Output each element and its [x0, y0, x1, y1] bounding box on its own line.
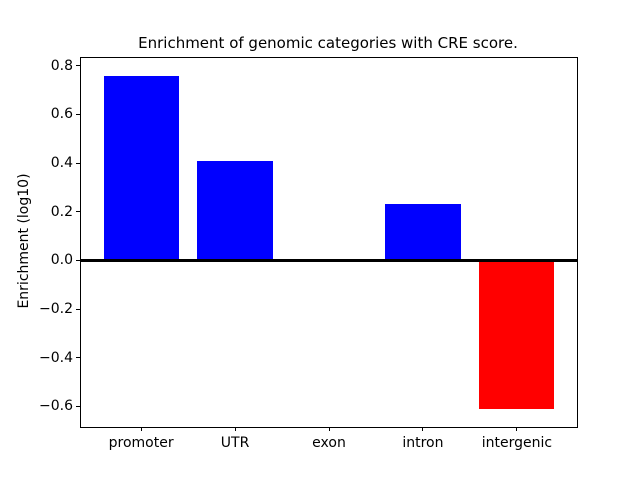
- plot-area: 0.8 0.6 0.4 0.2 0.0 −0.2 −0.4 −0.6 promoter UTR e…: [39, 57, 578, 451]
- xtick-mark: [140, 427, 142, 431]
- xtick-label-promoter: promoter: [108, 435, 174, 451]
- y-axis-label: Enrichment (log10): [16, 173, 32, 309]
- ytick-mark: [76, 405, 80, 407]
- ytick-label: 0.6: [50, 106, 73, 123]
- xtick-mark: [422, 427, 424, 431]
- xtick-mark: [516, 427, 518, 431]
- bar-intergenic: [479, 260, 555, 409]
- ytick-mark: [76, 65, 80, 67]
- xtick-label-intergenic: intergenic: [481, 435, 553, 451]
- ytick-mark: [76, 357, 80, 359]
- xtick-label-intron: intron: [402, 435, 444, 451]
- ytick-mark: [76, 259, 80, 261]
- ytick-mark: [76, 113, 80, 115]
- ytick-label: −0.6: [39, 398, 73, 415]
- zero-line: [81, 258, 577, 262]
- ytick-label: 0.2: [50, 203, 73, 220]
- ytick-label: −0.4: [39, 349, 73, 366]
- ytick-mark: [76, 211, 80, 213]
- xtick-mark: [234, 427, 236, 431]
- bar-UTR: [197, 160, 273, 261]
- bar-promoter: [103, 75, 179, 261]
- xtick-label-UTR: UTR: [220, 435, 250, 451]
- bar-intron: [385, 204, 461, 261]
- xtick-mark: [328, 427, 330, 431]
- ytick-mark: [76, 162, 80, 164]
- ytick-label: 0.4: [50, 155, 73, 172]
- ytick-mark: [76, 308, 80, 310]
- ytick-label: 0.8: [50, 57, 73, 74]
- chart-title: Enrichment of genomic categories with CR…: [138, 34, 518, 52]
- xtick-label-exon: exon: [312, 435, 346, 451]
- ytick-label: −0.2: [39, 301, 73, 318]
- ytick-label: 0.0: [50, 252, 73, 269]
